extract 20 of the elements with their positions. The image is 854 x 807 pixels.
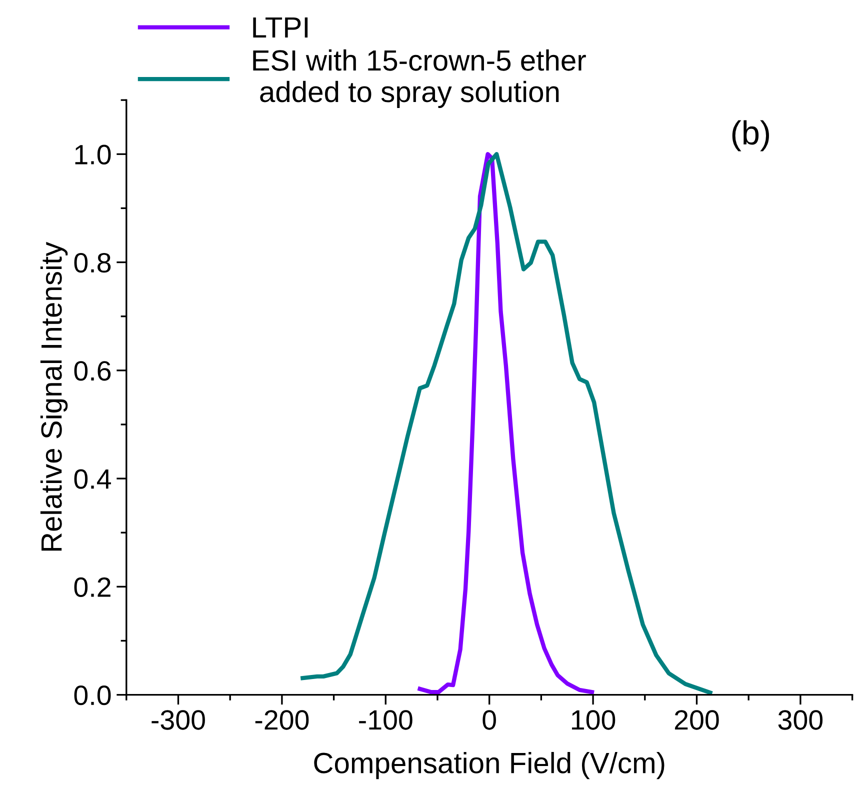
line-series [300,152,712,695]
y-tick-label: 0.8 [74,252,111,273]
x-tick-label: 0 [482,710,496,730]
x-tick-label: -100 [359,710,412,730]
legend-label: ESI with 15-crown-5 ether added to spray solution [253,49,586,108]
y-tick-label: 0.2 [74,577,110,598]
x-tick-label: 300 [778,710,823,730]
y-tick-label: 0.0 [74,685,111,706]
y-tick-label: 1.0 [75,144,111,164]
x-tick-label: -300 [152,710,205,730]
legend-label: LTPI [253,17,308,38]
y-tick-label: 0.6 [74,361,111,381]
x-tick-label: 200 [674,710,719,730]
y-tick-label: 0.4 [74,469,111,489]
line-series [418,152,594,694]
x-tick-label: -200 [255,710,309,730]
annotation: (b) [732,120,769,152]
y-axis-title: Relative Signal Intensity [40,242,68,551]
x-tick-label: 100 [572,710,616,730]
x-axis-title: Compensation Field (V/cm) [314,752,664,780]
